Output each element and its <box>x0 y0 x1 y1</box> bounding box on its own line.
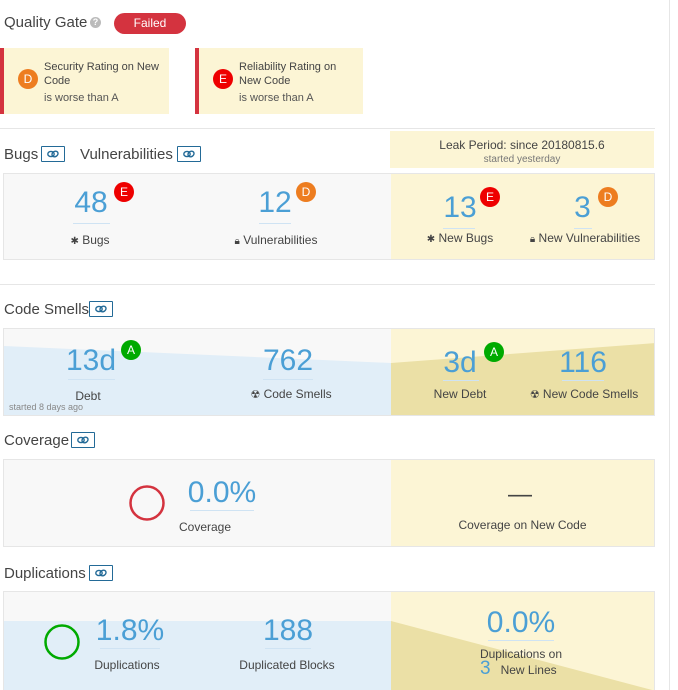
condition-label-cont: New Code <box>239 75 291 87</box>
code-smells-panel <box>3 328 655 416</box>
coverage-panel <box>3 459 655 547</box>
coverage-value[interactable]: 0.0% <box>187 476 257 509</box>
radiation-icon: ☢ <box>250 389 261 401</box>
link-icon[interactable] <box>89 565 113 581</box>
section-title-code-smells: Code Smells <box>4 301 90 318</box>
new-duplications-value[interactable]: 0.0% <box>486 606 556 639</box>
link-icon[interactable] <box>89 301 113 317</box>
rating-badge-icon: E <box>213 69 233 89</box>
duplicated-blocks-label: Duplicated Blocks <box>239 658 335 672</box>
rating-badge-icon[interactable]: D <box>296 182 316 202</box>
bugs-panel <box>3 173 655 260</box>
section-title-duplications: Duplications <box>4 565 86 582</box>
new-vulnerabilities-label: 🔒︎ New Vulnerabilities <box>529 231 641 245</box>
quality-gate-title: Quality Gate <box>4 14 88 31</box>
lock-icon: 🔒︎ <box>234 236 240 247</box>
link-icon[interactable] <box>71 432 95 448</box>
duplications-value[interactable]: 1.8% <box>95 614 165 647</box>
history-area <box>4 621 391 690</box>
code-smells-history-chart <box>4 343 654 415</box>
duplications-donut-icon <box>44 624 80 660</box>
debt-value[interactable]: 13d <box>65 344 117 377</box>
duplications-label: Duplications <box>94 658 160 672</box>
history-note: started 8 days ago <box>9 402 84 412</box>
bug-icon: ✱ <box>70 236 79 247</box>
condition-subtext: is worse than A <box>239 92 314 104</box>
divider <box>0 128 655 129</box>
code-smells-value[interactable]: 762 <box>262 344 314 377</box>
history-area-leak <box>391 343 654 415</box>
new-code-smells-label: ☢ New Code Smells <box>529 387 639 401</box>
new-vulnerabilities-value[interactable]: 3 <box>574 191 591 224</box>
leak-area <box>391 460 654 546</box>
condition-subtext: is worse than A <box>44 92 119 104</box>
section-title-vulnerabilities: Vulnerabilities <box>80 146 173 163</box>
condition-label-cont: Code <box>44 75 71 87</box>
link-icon[interactable] <box>177 146 201 162</box>
condition-label: Security Rating on New <box>44 61 159 73</box>
vulnerabilities-value[interactable]: 12 <box>258 186 292 219</box>
new-debt-label: New Debt <box>433 387 487 401</box>
bugs-label: ✱ Bugs <box>70 233 110 247</box>
duplicated-blocks-value[interactable]: 188 <box>262 614 314 647</box>
lock-icon: 🔒︎ <box>529 234 536 245</box>
duplications-history-chart <box>4 621 653 690</box>
rating-badge-icon[interactable]: A <box>484 342 504 362</box>
link-icon[interactable] <box>41 146 65 162</box>
new-coverage-label: Coverage on New Code <box>458 518 587 532</box>
rating-badge-icon[interactable]: E <box>480 187 500 207</box>
rating-badge-icon[interactable]: E <box>114 182 134 202</box>
divider <box>0 284 655 285</box>
vulnerabilities-label: 🔒︎ Vulnerabilities <box>234 233 318 247</box>
quality-gate-status-badge: Failed <box>114 13 186 34</box>
leak-period-header: Leak Period: since 20180815.6 started ye… <box>390 131 654 168</box>
debt-label: Debt <box>75 389 101 403</box>
history-area <box>4 346 391 415</box>
help-circle-icon[interactable]: ? <box>90 17 101 28</box>
section-title-coverage: Coverage <box>4 432 70 449</box>
history-area-leak <box>391 621 653 690</box>
coverage-label: Coverage <box>178 520 232 534</box>
new-debt-value[interactable]: 3d <box>443 346 477 379</box>
code-smells-label: ☢ Code Smells <box>250 387 332 401</box>
condition-label: Reliability Rating on <box>239 61 337 73</box>
bugs-value[interactable]: 48 <box>74 186 108 219</box>
radiation-icon: ☢ <box>529 389 540 401</box>
section-title-bugs: Bugs <box>4 146 39 163</box>
new-bugs-value[interactable]: 13 <box>443 191 477 224</box>
page-right-border <box>669 0 670 690</box>
rating-badge-icon[interactable]: D <box>598 187 618 207</box>
quality-gate-condition-reliability[interactable]: E Reliability Rating on New Code is wors… <box>195 48 363 114</box>
quality-gate-condition-security[interactable]: D Security Rating on New Code is worse t… <box>0 48 169 114</box>
bug-icon: ✱ <box>426 234 436 245</box>
coverage-donut-icon <box>129 485 165 521</box>
new-duplications-label: Duplications on <box>479 647 563 661</box>
leak-period-subtitle: started yesterday <box>483 154 561 165</box>
new-code-smells-value[interactable]: 116 <box>559 346 607 379</box>
leak-period-title: Leak Period: since 20180815.6 <box>439 138 605 152</box>
rating-badge-icon[interactable]: A <box>121 340 141 360</box>
rating-badge-icon: D <box>18 69 38 89</box>
new-lines-count[interactable]: 3 <box>480 658 491 679</box>
new-lines-label: 3 New Lines <box>480 658 557 679</box>
new-bugs-label: ✱ New Bugs <box>426 231 494 245</box>
new-coverage-value: — <box>508 481 532 508</box>
